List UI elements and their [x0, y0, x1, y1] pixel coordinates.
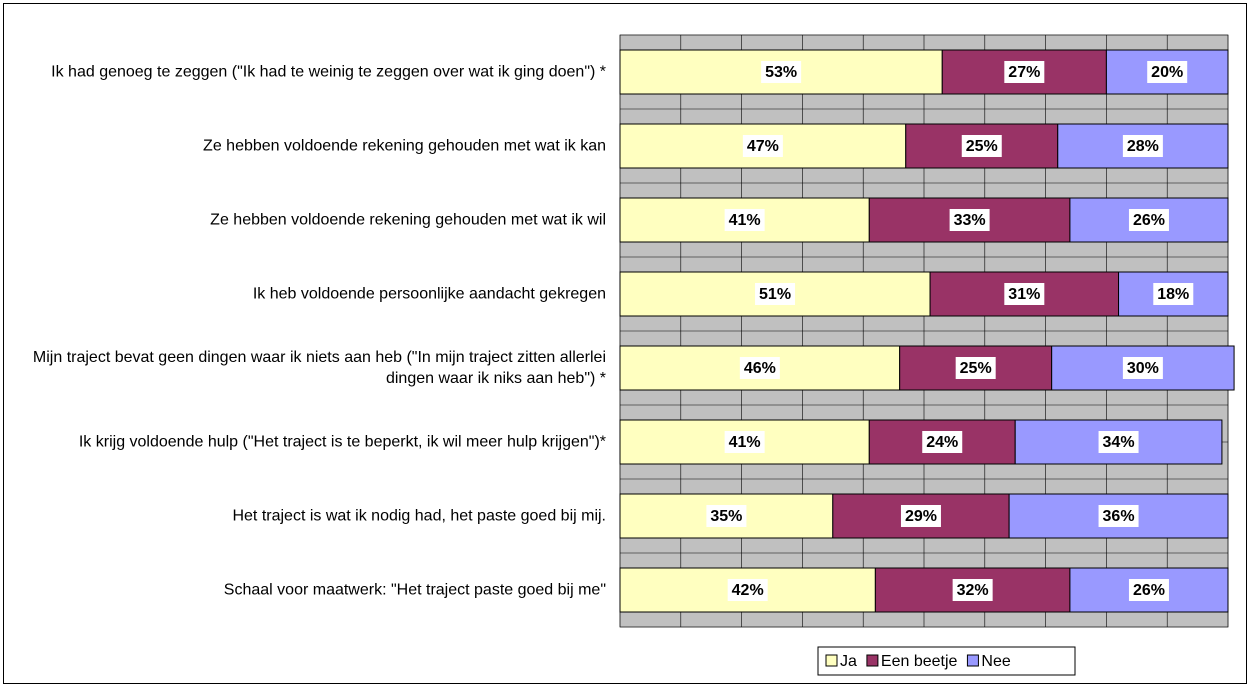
value-label: 31%	[1008, 286, 1040, 303]
legend-label: Ja	[840, 653, 857, 670]
legend-swatch	[825, 654, 838, 667]
value-label-bg	[1128, 579, 1169, 601]
value-label-bg	[1122, 135, 1163, 157]
value-label-bg	[1098, 431, 1139, 453]
value-label: 27%	[1008, 64, 1040, 81]
value-label-bg	[961, 135, 1002, 157]
value-label: 30%	[1127, 360, 1159, 377]
value-label-bg	[739, 357, 780, 379]
value-label-bg	[1128, 209, 1169, 231]
value-label-bg	[900, 505, 941, 527]
value-label: 35%	[710, 508, 742, 525]
value-label-bg	[755, 283, 796, 305]
value-label: 25%	[960, 360, 992, 377]
value-label-bg	[1004, 61, 1045, 83]
legend-swatch	[966, 654, 979, 667]
category-label: Het traject is wat ik nodig had, het pas…	[232, 507, 606, 525]
value-label: 24%	[926, 434, 958, 451]
value-label: 20%	[1151, 64, 1183, 81]
value-label: 25%	[966, 138, 998, 155]
value-label-bg	[742, 135, 783, 157]
value-label: 36%	[1103, 508, 1135, 525]
value-label-bg	[727, 579, 768, 601]
value-label: 29%	[905, 508, 937, 525]
value-label: 28%	[1127, 138, 1159, 155]
value-label: 32%	[957, 582, 989, 599]
legend-label: Nee	[981, 653, 1010, 670]
value-label: 46%	[744, 360, 776, 377]
value-label: 42%	[732, 582, 764, 599]
value-label: 26%	[1133, 582, 1165, 599]
category-label: Mijn traject bevat geen dingen waar ik n…	[32, 349, 606, 387]
category-label: Ik krijg voldoende hulp ("Het traject is…	[78, 433, 606, 451]
value-label: 26%	[1133, 212, 1165, 229]
category-label: Schaal voor maatwerk: "Het traject paste…	[223, 581, 606, 599]
value-label-bg	[706, 505, 747, 527]
category-label: Ik heb voldoende persoonlijke aandacht g…	[252, 285, 606, 303]
value-label-bg	[724, 209, 765, 231]
value-label: 41%	[729, 212, 761, 229]
value-label: 41%	[729, 434, 761, 451]
category-label: Ze hebben voldoende rekening gehouden me…	[203, 137, 606, 155]
legend-label: Een beetje	[881, 653, 958, 670]
value-label-bg	[1004, 283, 1045, 305]
value-label-bg	[955, 357, 996, 379]
legend-swatch	[866, 654, 879, 667]
value-label-bg	[922, 431, 963, 453]
value-label-bg	[1153, 283, 1194, 305]
value-label-bg	[1147, 61, 1188, 83]
value-label-bg	[952, 579, 993, 601]
value-label: 34%	[1103, 434, 1135, 451]
value-label-bg	[761, 61, 802, 83]
value-label-bg	[1098, 505, 1139, 527]
value-label-bg	[724, 431, 765, 453]
value-label: 18%	[1157, 286, 1189, 303]
value-label: 51%	[759, 286, 791, 303]
category-label: Ik had genoeg te zeggen ("Ik had te wein…	[51, 63, 606, 81]
bar-segment	[1051, 345, 1235, 391]
value-label: 33%	[954, 212, 986, 229]
value-label-bg	[949, 209, 990, 231]
value-label: 47%	[747, 138, 779, 155]
category-label: Ze hebben voldoende rekening gehouden me…	[210, 211, 606, 229]
legend-box	[817, 646, 1076, 676]
value-label: 53%	[765, 64, 797, 81]
value-label-bg	[1122, 357, 1163, 379]
